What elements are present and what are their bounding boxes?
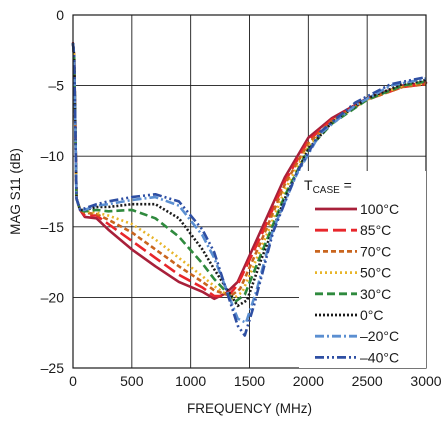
- y-tick-label: 0: [56, 7, 64, 23]
- legend-label-1: 85°C: [360, 222, 391, 238]
- x-tick-label: 1500: [234, 373, 265, 389]
- x-tick-label: 3000: [410, 373, 441, 389]
- legend-label-7: –40°C: [360, 349, 399, 365]
- series-line-7: [71, 43, 427, 337]
- y-tick-label: –5: [48, 78, 64, 94]
- legend-label-4: 30°C: [360, 286, 391, 302]
- x-tick-label: 1000: [175, 373, 206, 389]
- legend-title: TCASE =: [304, 177, 352, 196]
- legend: TCASE = 100°C 85°C 70°C 50°C 30°C 0°C –20°C –40°…: [299, 171, 426, 368]
- legend-label-0: 100°C: [360, 201, 399, 217]
- x-tick-label: 0: [69, 373, 77, 389]
- x-tick-label: 2500: [352, 373, 383, 389]
- series-line-5: [71, 43, 427, 308]
- y-tick-label: –20: [41, 289, 65, 305]
- x-tick-labels: 0 500 1000 1500 2000 2500 3000: [69, 373, 442, 389]
- y-tick-label: –10: [41, 148, 65, 164]
- legend-label-2: 70°C: [360, 243, 391, 259]
- legend-label-5: 0°C: [360, 307, 384, 323]
- legend-label-6: –20°C: [360, 328, 399, 344]
- series-lines: [71, 41, 428, 337]
- y-axis-label: MAG S11 (dB): [8, 148, 23, 235]
- x-tick-label: 500: [120, 373, 144, 389]
- legend-label-3: 50°C: [360, 265, 391, 281]
- y-tick-label: –15: [41, 219, 65, 235]
- x-axis-label: FREQUENCY (MHz): [187, 401, 312, 416]
- x-tick-label: 2000: [293, 373, 324, 389]
- y-tick-label: –25: [41, 360, 65, 376]
- y-tick-labels: 0 –5 –10 –15 –20 –25: [41, 7, 65, 376]
